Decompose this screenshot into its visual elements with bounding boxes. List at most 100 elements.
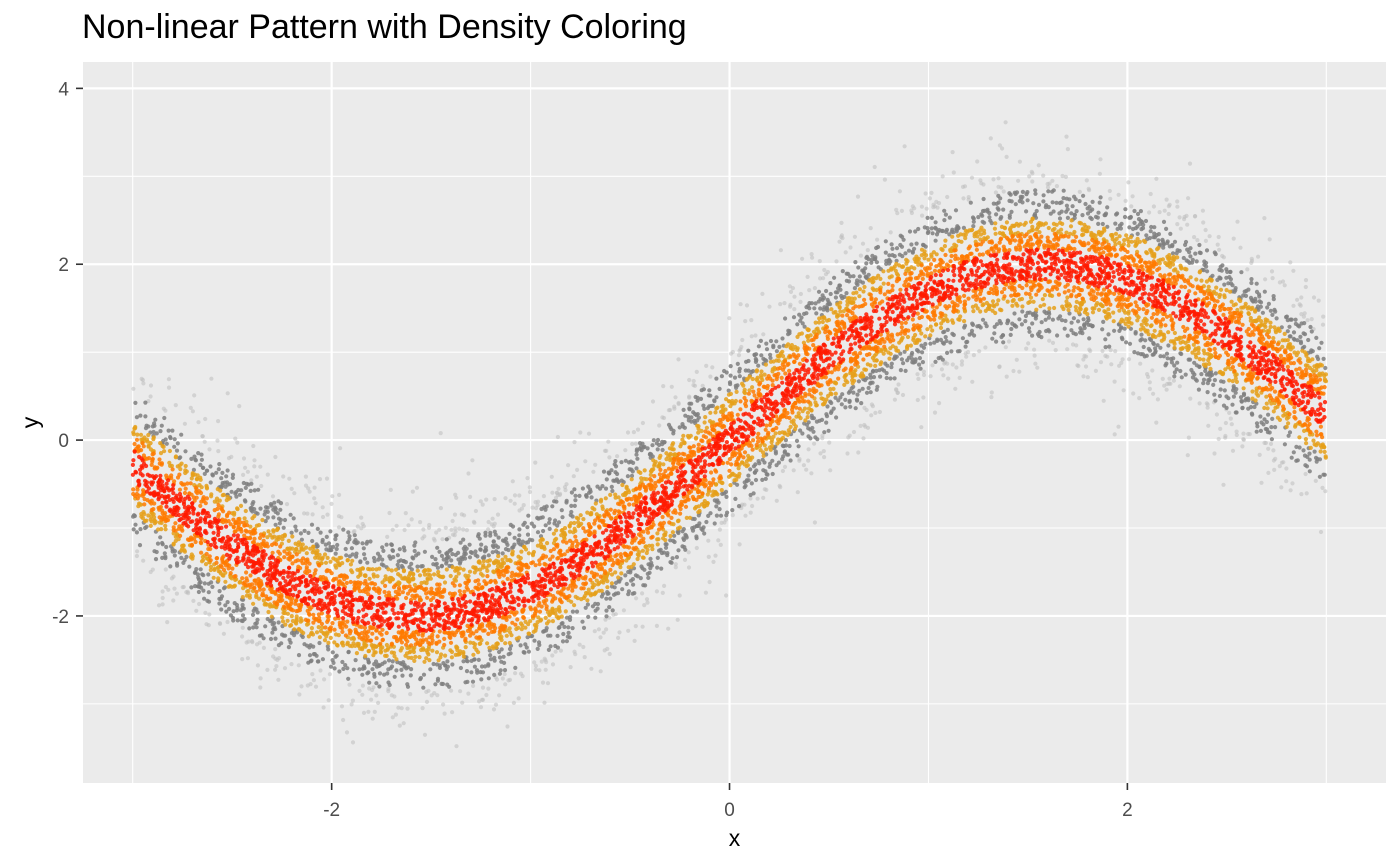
data-point	[209, 580, 214, 585]
data-point	[733, 496, 738, 501]
data-point	[609, 581, 615, 586]
data-point	[795, 490, 800, 495]
data-point	[1090, 199, 1095, 204]
data-point	[746, 473, 751, 478]
data-point	[322, 677, 327, 682]
data-point	[746, 453, 751, 458]
data-point	[1161, 245, 1166, 250]
data-point	[814, 311, 819, 316]
data-point	[363, 653, 368, 659]
data-point	[572, 603, 577, 608]
data-point	[196, 589, 201, 595]
data-point	[518, 621, 524, 626]
data-point	[1073, 197, 1078, 202]
data-point	[343, 546, 348, 552]
data-point	[703, 415, 708, 420]
data-point	[1192, 235, 1197, 240]
data-point	[225, 391, 230, 396]
data-point	[475, 554, 480, 559]
data-point	[678, 444, 683, 449]
data-point	[603, 617, 608, 622]
data-point	[655, 531, 660, 536]
data-point	[638, 576, 643, 581]
data-point	[631, 430, 637, 435]
data-point	[607, 455, 612, 460]
data-point	[1007, 215, 1012, 220]
data-point	[923, 244, 928, 249]
data-point	[1048, 293, 1053, 298]
data-point	[206, 590, 211, 595]
data-point	[648, 556, 653, 562]
data-point	[645, 446, 650, 451]
data-point	[550, 619, 556, 624]
data-point	[1141, 325, 1146, 330]
data-point	[1197, 364, 1202, 369]
data-point	[1143, 316, 1148, 321]
data-point	[1118, 226, 1123, 231]
data-point	[166, 385, 172, 390]
data-point	[1305, 358, 1311, 364]
data-point	[507, 640, 512, 646]
data-point	[1286, 433, 1291, 438]
data-point	[868, 380, 874, 385]
data-point	[607, 605, 612, 610]
data-point	[1303, 363, 1308, 368]
data-point	[1100, 221, 1105, 227]
data-point	[418, 520, 423, 525]
data-point	[289, 662, 294, 667]
data-point	[367, 576, 372, 581]
data-point	[1075, 363, 1080, 368]
data-point	[491, 707, 497, 712]
data-point	[297, 692, 302, 697]
data-point	[544, 626, 549, 631]
data-point	[950, 318, 955, 323]
data-point	[1317, 457, 1323, 462]
data-point	[577, 642, 582, 647]
data-point	[955, 349, 961, 354]
data-point	[994, 212, 999, 217]
data-point	[191, 467, 196, 472]
data-point	[854, 290, 859, 295]
data-point	[491, 544, 496, 550]
data-point	[309, 626, 314, 631]
data-point	[372, 709, 377, 715]
data-point	[857, 294, 862, 299]
data-point	[450, 518, 455, 524]
data-point	[888, 376, 893, 381]
data-point	[1309, 317, 1314, 322]
data-point	[1162, 208, 1167, 213]
data-point	[521, 503, 526, 508]
data-point	[198, 462, 203, 467]
data-point	[953, 248, 958, 253]
data-point	[1065, 333, 1070, 338]
data-point	[1098, 360, 1104, 365]
data-point	[1024, 346, 1029, 351]
data-point	[386, 658, 392, 663]
data-point	[1161, 219, 1167, 224]
data-point	[457, 526, 462, 531]
data-point	[409, 517, 414, 522]
data-point	[324, 534, 329, 540]
data-point	[1250, 396, 1255, 401]
data-point	[543, 615, 548, 621]
data-point	[1221, 371, 1226, 376]
data-point	[700, 383, 705, 388]
data-point	[1010, 303, 1015, 308]
data-point	[501, 654, 506, 659]
data-point	[151, 512, 156, 517]
data-point	[758, 338, 764, 343]
data-point	[1037, 230, 1042, 235]
data-point	[467, 569, 473, 574]
data-point	[1155, 247, 1160, 252]
data-point	[778, 302, 783, 307]
data-point	[1060, 173, 1065, 179]
data-point	[630, 469, 635, 474]
data-point	[135, 549, 140, 554]
data-point	[399, 706, 404, 711]
data-point	[254, 474, 259, 479]
data-point	[395, 562, 400, 567]
data-point	[702, 498, 707, 504]
data-point	[1107, 344, 1112, 349]
data-point	[859, 371, 865, 376]
data-point	[1101, 319, 1106, 324]
